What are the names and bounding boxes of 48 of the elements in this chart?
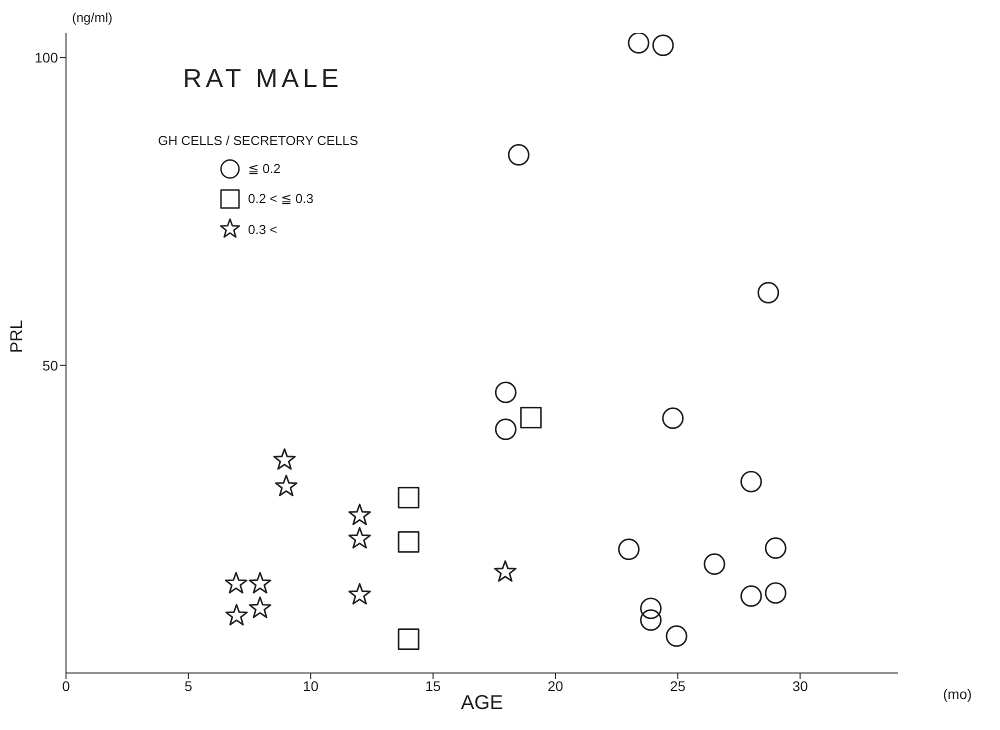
point — [248, 572, 272, 594]
y-tick-label: 100 — [34, 50, 58, 66]
x-tick-label: 30 — [792, 678, 808, 694]
point — [640, 609, 662, 631]
point — [398, 486, 420, 508]
point — [398, 628, 420, 650]
point — [740, 585, 762, 607]
text: RAT MALE — [183, 63, 343, 94]
point — [652, 34, 674, 56]
point — [508, 144, 530, 166]
legend-label: ≦ 0.2 — [248, 161, 281, 177]
point — [494, 560, 517, 582]
point — [740, 470, 762, 492]
point — [618, 538, 640, 560]
legend-title: GH CELLS / SECRETORY CELLS — [158, 133, 358, 148]
x-tick-label: 5 — [184, 678, 192, 694]
x-tick-label: 20 — [548, 678, 564, 694]
point — [348, 583, 371, 605]
legend-label: 0.2 < ≦ 0.3 — [248, 191, 314, 207]
point — [273, 448, 296, 470]
point — [248, 596, 272, 618]
x-tick-label: 25 — [670, 678, 686, 694]
point — [704, 553, 726, 575]
point — [520, 406, 542, 428]
point — [494, 418, 517, 440]
point — [628, 33, 650, 54]
point — [640, 598, 662, 620]
point — [764, 537, 786, 559]
x-tick-label: 0 — [62, 678, 70, 694]
point — [398, 531, 420, 553]
x-tick-label: 10 — [302, 678, 319, 694]
x-axis-title: AGE — [460, 692, 504, 714]
point — [348, 504, 371, 526]
y-tick-label: 50 — [42, 357, 58, 374]
legend-label: 0.3 < — [248, 222, 278, 236]
point — [662, 407, 684, 430]
y-axis-title: PRL — [7, 320, 26, 353]
point — [764, 582, 786, 604]
point — [666, 625, 688, 647]
point — [494, 382, 517, 404]
point — [758, 282, 780, 304]
text: (ng/ml) — [72, 10, 112, 25]
point — [225, 604, 248, 626]
x-tick-label: 15 — [425, 678, 442, 694]
text: (mo) — [943, 686, 972, 702]
point — [224, 572, 248, 594]
point — [274, 474, 298, 496]
point — [348, 527, 371, 549]
